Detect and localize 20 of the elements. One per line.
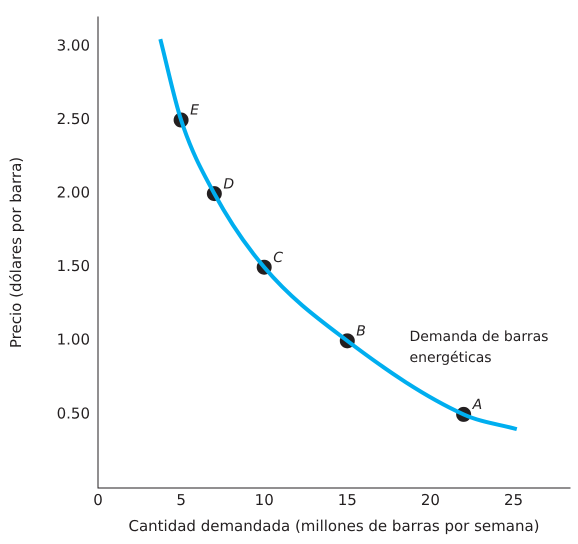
annotation: A [472,397,482,414]
annotation: D [223,176,234,192]
annotation: B [356,323,366,340]
x-tick-label: 20 [420,490,440,509]
y-axis-title: Precio (dólares por barra) [6,156,25,348]
x-tick-label: 15 [338,490,357,509]
y-tick-label: 1.00 [56,330,90,349]
annotation: E [190,102,200,119]
series-label: Demanda de barras energéticas [410,328,548,366]
y-tick-label: 1.50 [56,257,90,276]
x-tick-label: 25 [504,490,524,509]
x-axis-title: Cantidad demandada (millones de barras por semana) [128,516,540,535]
x-tick-label: 5 [176,490,186,509]
y-tick-label: 3.00 [56,36,90,54]
y-tick-label: 2.00 [56,184,90,202]
y-tick-label: 2.50 [56,110,90,128]
x-tick-label: 10 [254,490,274,509]
annotation: C [273,250,284,266]
x-tick-label: 0 [93,490,103,509]
y-tick-label: 0.50 [56,404,90,422]
